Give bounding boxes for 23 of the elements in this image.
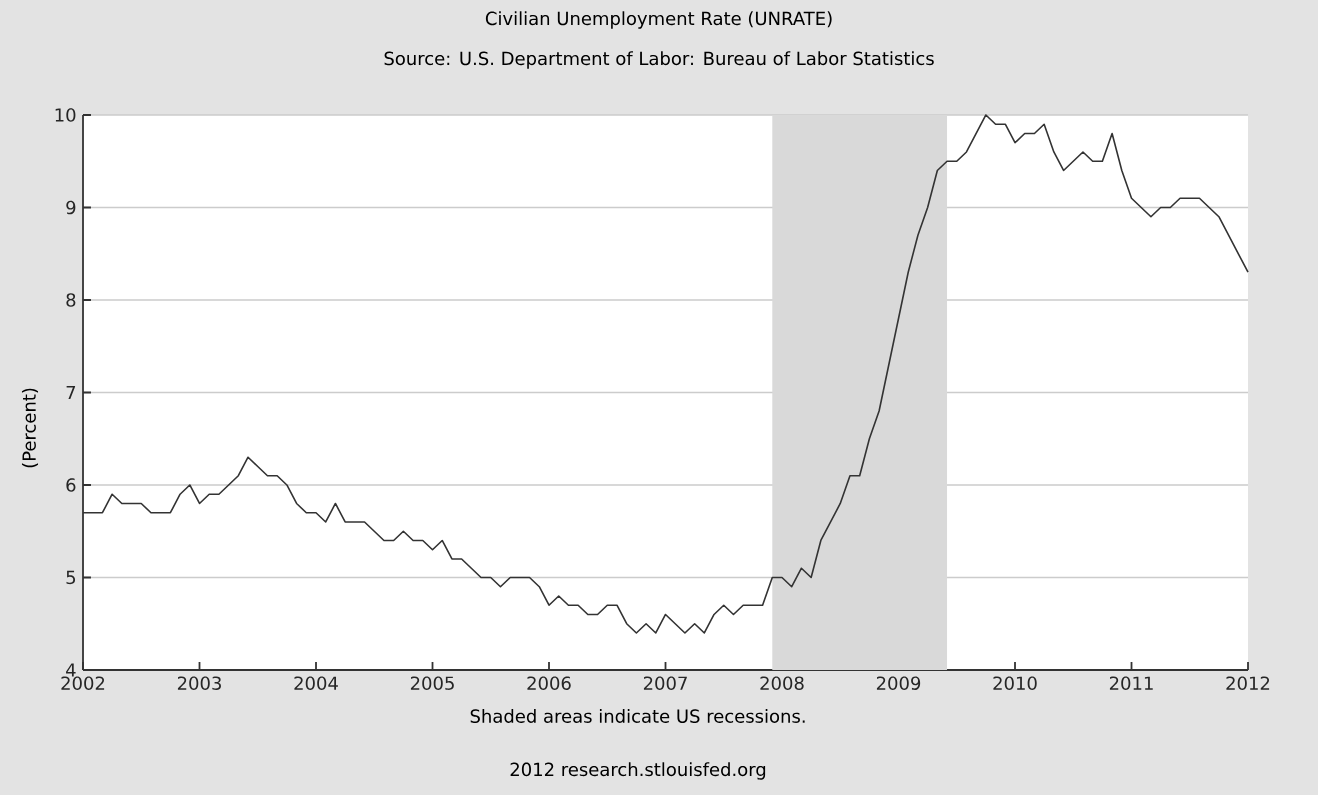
y-tick-label: 5 [66,570,76,585]
x-tick-label: 2008 [760,676,804,690]
y-tick-label: 8 [66,293,76,307]
chart-subtitle: Source: U.S. Department of Labor: Bureau of Labor Statistics [384,51,934,69]
y-axis-title: (Percent) [21,388,39,468]
y-tick-label: 4 [66,663,76,677]
x-tick-label: 2010 [993,676,1037,690]
text: Shaded areas indicate US recessions. [470,709,805,723]
x-tick-label: 2002 [61,676,105,690]
x-tick-label: 2011 [1109,676,1153,690]
y-tick-label: 6 [66,478,76,492]
x-tick-label: 2004 [294,676,338,690]
x-tick-label: 2006 [527,676,571,690]
x-tick-label: 2003 [177,676,221,690]
x-tick-label: 2005 [410,676,454,690]
y-tick-label: 10 [55,108,76,122]
x-tick-label: 2007 [643,676,687,690]
x-tick-label: 2012 [1226,676,1270,690]
x-tick-label: 2009 [876,676,921,690]
chart-title: Civilian Unemployment Rate (UNRATE) [485,11,832,29]
y-tick-label: 9 [66,200,76,215]
text: 2012 research.stlouisfed.org [510,762,766,780]
y-tick-label: 7 [66,385,76,400]
